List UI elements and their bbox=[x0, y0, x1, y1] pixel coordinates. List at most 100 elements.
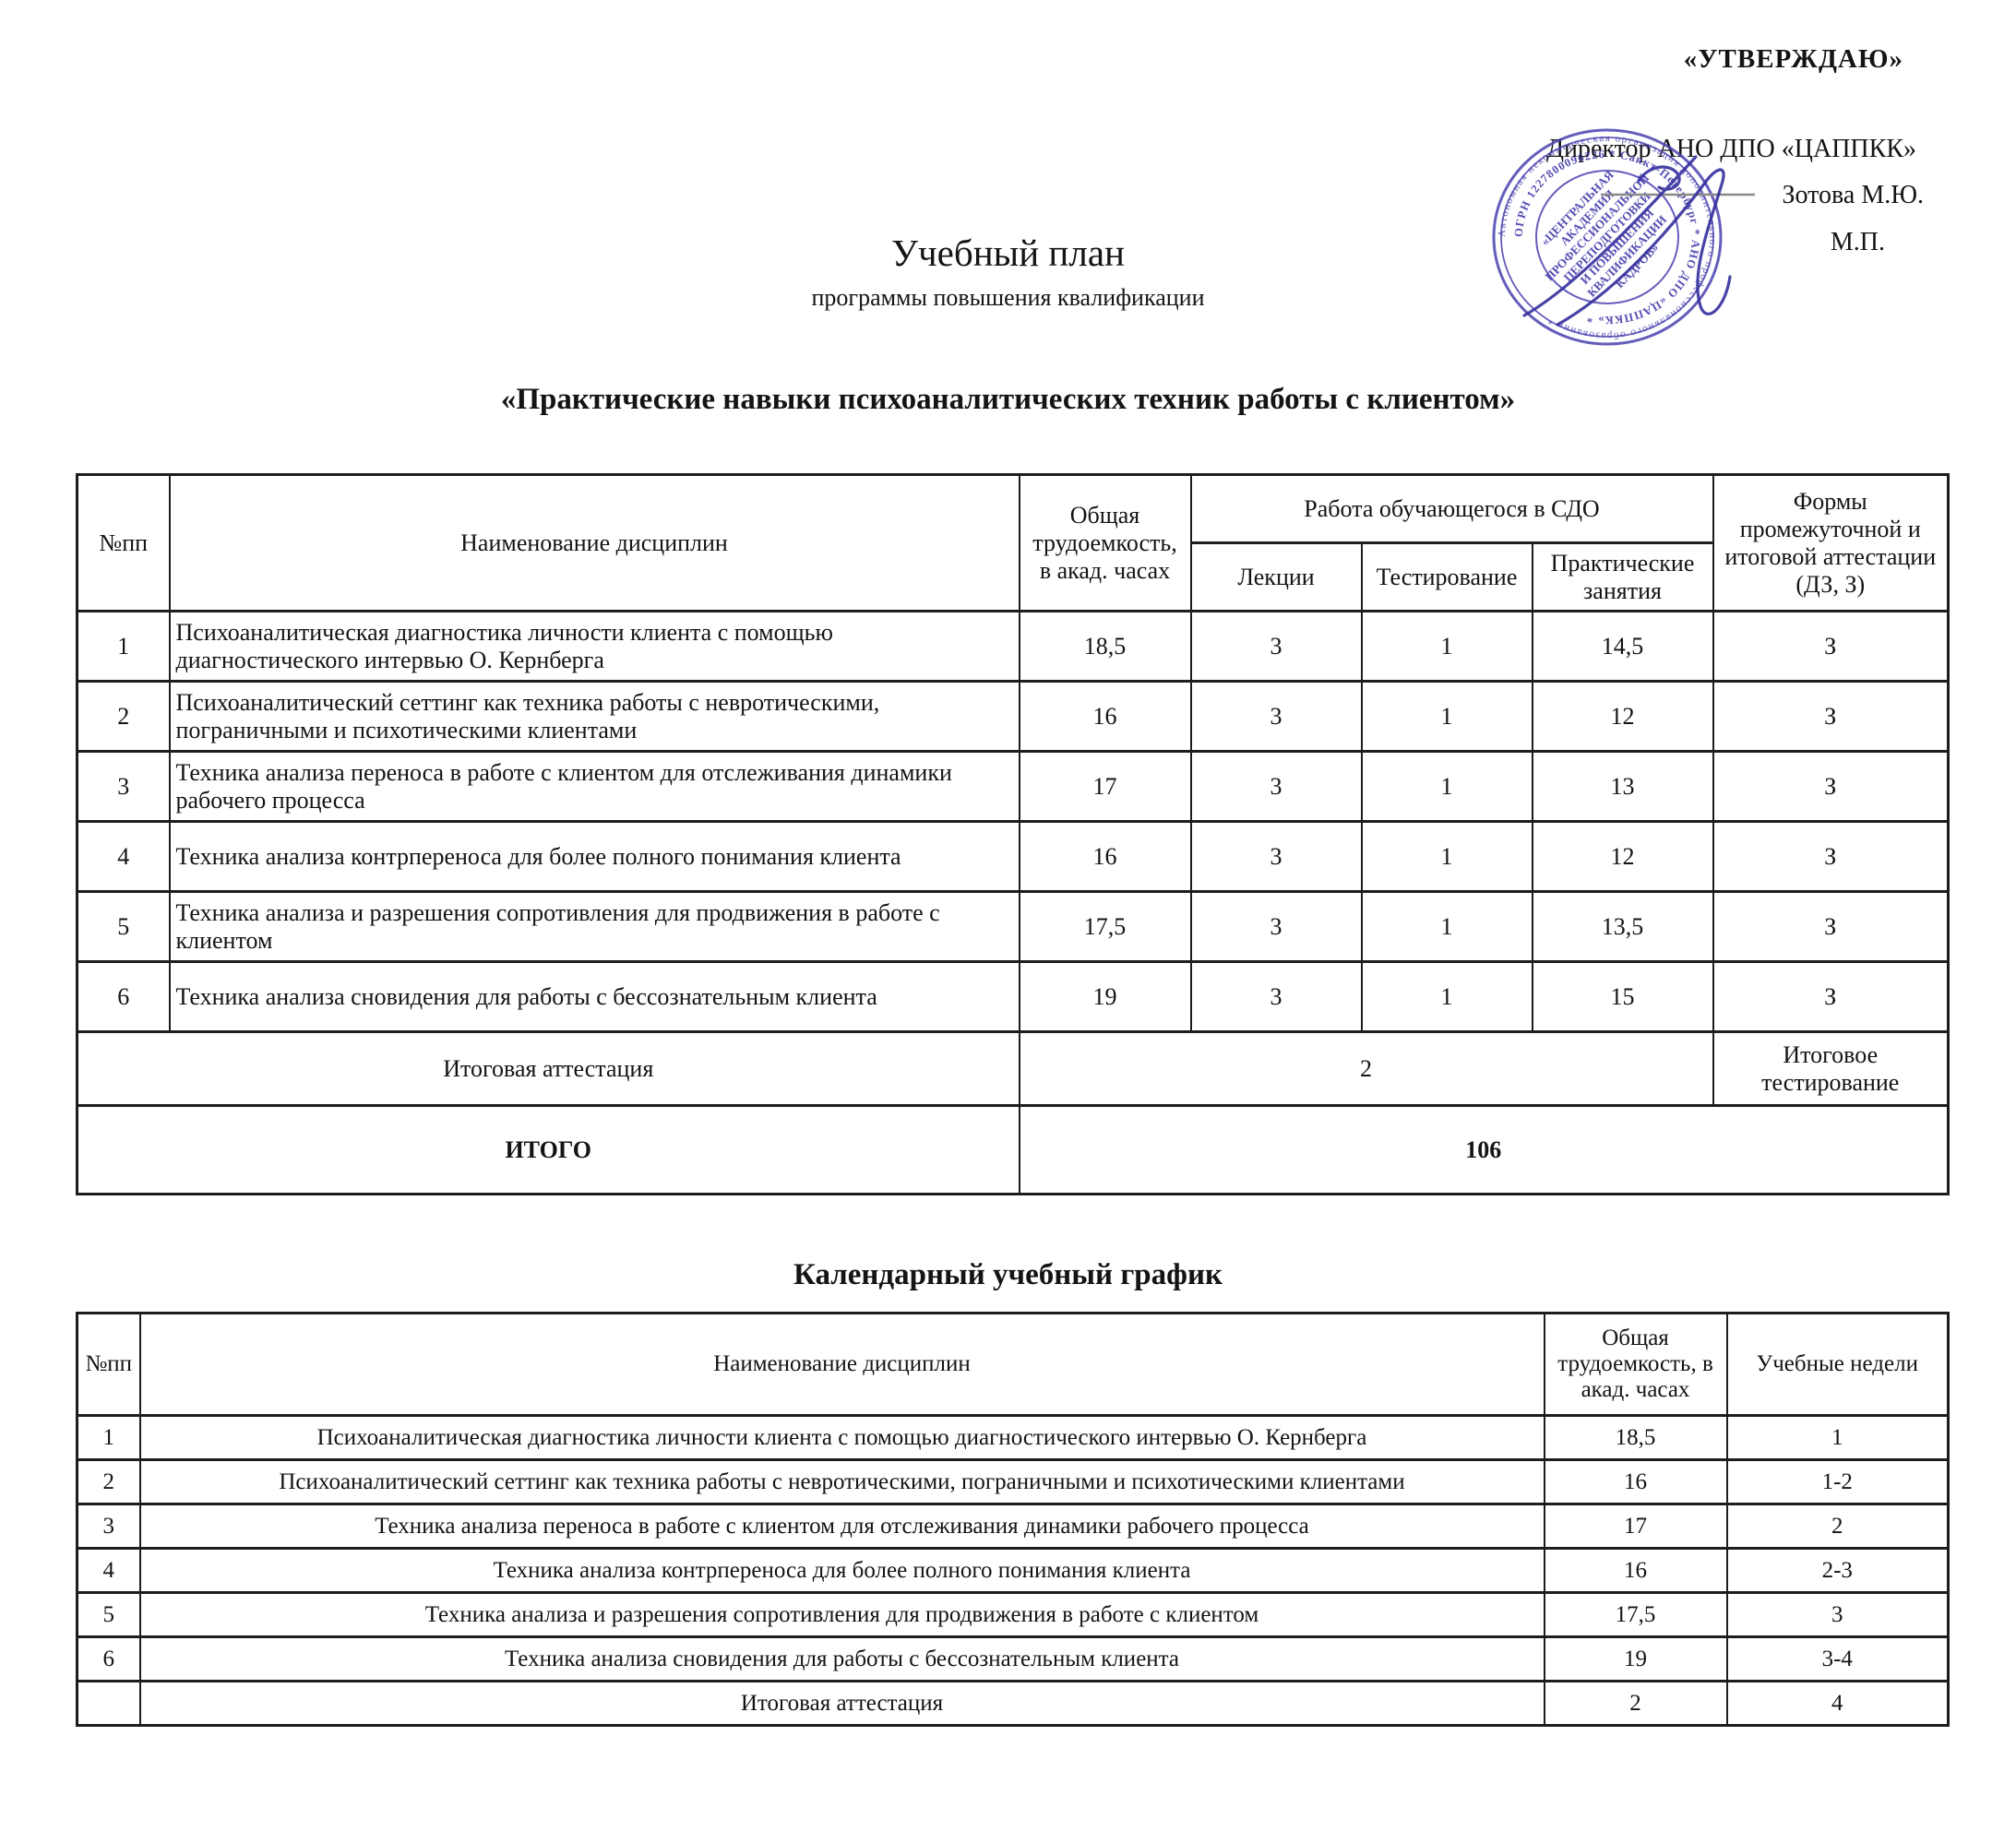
cell-hours: 17 bbox=[1018, 750, 1192, 823]
cell-weeks: 4 bbox=[1725, 1680, 1950, 1727]
cell-num: 6 bbox=[76, 1635, 141, 1682]
cell-testing: 1 bbox=[1360, 890, 1533, 963]
official-stamp: Автономная некоммерческая организация до… bbox=[1492, 128, 1755, 346]
seal-place-label: М.П. bbox=[1830, 228, 1885, 256]
cell-num: 1 bbox=[76, 1414, 141, 1461]
cell-discipline: Техника анализа контрпереноса для более … bbox=[168, 820, 1020, 893]
cell-num: 1 bbox=[76, 610, 171, 683]
cell-hours: 16 bbox=[1018, 680, 1192, 753]
cell-hours: 16 bbox=[1543, 1458, 1728, 1505]
table-row: 5 Техника анализа и разрешения сопротивл… bbox=[76, 1591, 1950, 1638]
cell-discipline: Психоаналитическая диагностика личности … bbox=[168, 610, 1020, 683]
table-row: 1 Психоаналитическая диагностика личност… bbox=[76, 1414, 1950, 1461]
col-header-num: №пп bbox=[76, 1312, 141, 1417]
cell-testing: 1 bbox=[1360, 960, 1533, 1033]
table-row: 6 Техника анализа сновидения для работы … bbox=[76, 960, 1950, 1033]
table-row: Итоговая аттестация 2 4 bbox=[76, 1680, 1950, 1727]
cell-weeks: 2 bbox=[1725, 1503, 1950, 1550]
cell-hours: 17 bbox=[1543, 1503, 1728, 1550]
cell-lectures: 3 bbox=[1189, 820, 1363, 893]
cell-lectures: 3 bbox=[1189, 750, 1363, 823]
cell-num: 6 bbox=[76, 960, 171, 1033]
table-subheader-row: Лекции Тестирование Практические занятия bbox=[78, 541, 1949, 612]
cell-weeks: 2-3 bbox=[1725, 1547, 1950, 1594]
cell-lectures: 3 bbox=[1189, 890, 1363, 963]
cell-discipline: Психоаналитическая диагностика личности … bbox=[138, 1414, 1545, 1461]
cell-attestation: З bbox=[1712, 750, 1950, 823]
cell-practice: 15 bbox=[1531, 960, 1714, 1033]
cell-lectures: 3 bbox=[1189, 960, 1363, 1033]
cell-attestation: З bbox=[1712, 680, 1950, 753]
cell-discipline: Техника анализа и разрешения сопротивлен… bbox=[138, 1591, 1545, 1638]
table-row: 2 Психоаналитический сеттинг как техника… bbox=[76, 1458, 1950, 1505]
table-row: 4 Техника анализа контрпереноса для боле… bbox=[76, 1547, 1950, 1594]
final-attestation-form: Итоговое тестирование bbox=[1712, 1030, 1950, 1107]
total-hours: 106 bbox=[1018, 1104, 1950, 1195]
col-header-testing: Тестирование bbox=[1360, 541, 1533, 612]
cell-hours: 17,5 bbox=[1018, 890, 1192, 963]
cell-weeks: 3 bbox=[1725, 1591, 1950, 1638]
cell-discipline: Техника анализа сновидения для работы с … bbox=[138, 1635, 1545, 1682]
cell-discipline: Техника анализа контрпереноса для более … bbox=[138, 1547, 1545, 1594]
cell-discipline: Психоаналитический сеттинг как техника р… bbox=[168, 680, 1020, 753]
cell-num: 2 bbox=[76, 680, 171, 753]
cell-hours: 19 bbox=[1543, 1635, 1728, 1682]
cell-hours: 18,5 bbox=[1018, 610, 1192, 683]
cell-hours: 18,5 bbox=[1543, 1414, 1728, 1461]
cell-num: 5 bbox=[76, 890, 171, 963]
final-attestation-hours: 2 bbox=[1018, 1030, 1714, 1107]
cell-weeks: 1-2 bbox=[1725, 1458, 1950, 1505]
cell-discipline: Техника анализа переноса в работе с клие… bbox=[168, 750, 1020, 823]
cell-num: 2 bbox=[76, 1458, 141, 1505]
signature-strokes bbox=[1522, 155, 1732, 327]
cell-weeks: 3-4 bbox=[1725, 1635, 1950, 1682]
stamp-center-text: «ЦЕНТРАЛЬНАЯ АКАДЕМИЯ ПРОФЕССИОНАЛЬНОЙ П… bbox=[1538, 167, 1669, 299]
cell-num: 3 bbox=[76, 1503, 141, 1550]
cell-num: 4 bbox=[76, 820, 171, 893]
table-header-row: №пп Наименование дисциплин Общая трудоем… bbox=[76, 473, 1950, 612]
document-subtitle: программы повышения квалификации bbox=[811, 284, 1205, 311]
col-header-hours: Общая трудоемкость, в акад. часах bbox=[1543, 1312, 1728, 1417]
cell-num: 3 bbox=[76, 750, 171, 823]
cell-discipline: Итоговая аттестация bbox=[138, 1680, 1545, 1727]
cell-lectures: 3 bbox=[1189, 610, 1363, 683]
cell-attestation: З bbox=[1712, 890, 1950, 963]
signer-name: Зотова М.Ю. bbox=[1782, 181, 1924, 209]
total-label: ИТОГО bbox=[76, 1104, 1020, 1195]
table-row: 1 Психоаналитическая диагностика личност… bbox=[76, 610, 1950, 683]
schedule-table: №пп Наименование дисциплин Общая трудоем… bbox=[76, 1312, 1950, 1727]
cell-discipline: Техника анализа сновидения для работы с … bbox=[168, 960, 1020, 1033]
cell-practice: 14,5 bbox=[1531, 610, 1714, 683]
cell-hours: 17,5 bbox=[1543, 1591, 1728, 1638]
table-row: 5 Техника анализа и разрешения сопротивл… bbox=[76, 890, 1950, 963]
cell-hours: 16 bbox=[1018, 820, 1192, 893]
cell-practice: 12 bbox=[1531, 820, 1714, 893]
cell-hours: 16 bbox=[1543, 1547, 1728, 1594]
cell-num: 5 bbox=[76, 1591, 141, 1638]
table-header-row: №пп Наименование дисциплин Общая трудоем… bbox=[76, 1312, 1950, 1417]
director-line: Директор АНО ДПО «ЦАППКК» bbox=[1545, 135, 1916, 163]
cell-num bbox=[76, 1680, 141, 1727]
table-row: 4 Техника анализа контрпереноса для боле… bbox=[76, 820, 1950, 893]
col-header-sdo: Работа обучающегося в СДО bbox=[1189, 473, 1714, 544]
cell-hours: 19 bbox=[1018, 960, 1192, 1033]
program-title: «Практические навыки психоаналитических … bbox=[500, 383, 1516, 416]
cell-attestation: З bbox=[1712, 610, 1950, 683]
cell-testing: 1 bbox=[1360, 750, 1533, 823]
cell-attestation: З bbox=[1712, 960, 1950, 1033]
cell-practice: 13,5 bbox=[1531, 890, 1714, 963]
final-attestation-row: Итоговая аттестация 2 Итоговое тестирова… bbox=[76, 1030, 1950, 1107]
cell-testing: 1 bbox=[1360, 680, 1533, 753]
cell-lectures: 3 bbox=[1189, 680, 1363, 753]
cell-attestation: З bbox=[1712, 820, 1950, 893]
curriculum-table: №пп Наименование дисциплин Общая трудоем… bbox=[76, 473, 1950, 1195]
cell-discipline: Техника анализа переноса в работе с клие… bbox=[138, 1503, 1545, 1550]
cell-discipline: Психоаналитический сеттинг как техника р… bbox=[138, 1458, 1545, 1505]
col-header-practice: Практические занятия bbox=[1531, 541, 1714, 612]
col-header-attestation: Формы промежуточной и итоговой аттестаци… bbox=[1712, 473, 1950, 612]
cell-hours: 2 bbox=[1543, 1680, 1728, 1727]
cell-practice: 13 bbox=[1531, 750, 1714, 823]
cell-num: 4 bbox=[76, 1547, 141, 1594]
table-row: 3 Техника анализа переноса в работе с кл… bbox=[76, 1503, 1950, 1550]
cell-practice: 12 bbox=[1531, 680, 1714, 753]
